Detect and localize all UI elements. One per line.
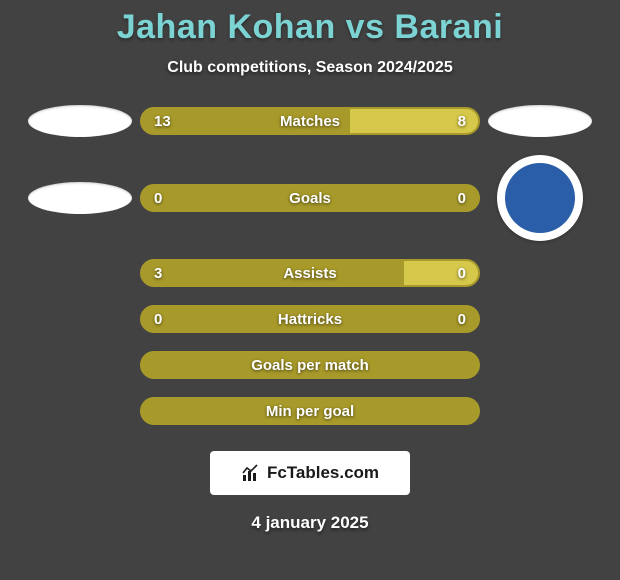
stat-row: 3Assists0 xyxy=(0,259,620,287)
bar-labels: Min per goal xyxy=(142,399,478,423)
stat-label: Assists xyxy=(142,265,478,282)
stat-right-value: 0 xyxy=(458,265,466,282)
chart-icon xyxy=(241,463,261,483)
stat-left-value: 13 xyxy=(154,113,171,130)
page-title: Jahan Kohan vs Barani xyxy=(117,8,504,47)
bar-labels: 0Hattricks0 xyxy=(142,307,478,331)
stat-left-value: 0 xyxy=(154,190,162,207)
stat-left-value: 0 xyxy=(154,311,162,328)
stat-bar: Min per goal xyxy=(140,397,480,425)
right-logo-slot xyxy=(480,105,600,137)
stat-bar: 13Matches8 xyxy=(140,107,480,135)
stat-right-value: 8 xyxy=(458,113,466,130)
stat-bar: 0Goals0 xyxy=(140,184,480,212)
stat-row: Min per goal xyxy=(0,397,620,425)
left-logo-slot xyxy=(20,182,140,214)
team-logo-placeholder xyxy=(488,105,592,137)
team-logo-placeholder xyxy=(28,105,132,137)
stat-right-value: 0 xyxy=(458,190,466,207)
stat-row: 13Matches8 xyxy=(0,105,620,137)
stat-label: Matches xyxy=(142,113,478,130)
date: 4 january 2025 xyxy=(251,513,368,533)
stat-bar: 3Assists0 xyxy=(140,259,480,287)
team-badge xyxy=(497,155,583,241)
team-logo-placeholder xyxy=(28,182,132,214)
left-logo-slot xyxy=(20,105,140,137)
stat-row: 0Goals0 xyxy=(0,155,620,241)
stat-bar: 0Hattricks0 xyxy=(140,305,480,333)
watermark: FcTables.com xyxy=(210,451,410,495)
bar-labels: 0Goals0 xyxy=(142,186,478,210)
bar-labels: Goals per match xyxy=(142,353,478,377)
comparison-infographic: Jahan Kohan vs Barani Club competitions,… xyxy=(0,0,620,580)
stats-chart: 13Matches80Goals03Assists00Hattricks0Goa… xyxy=(0,105,620,443)
team-badge-inner xyxy=(505,163,575,233)
subtitle: Club competitions, Season 2024/2025 xyxy=(167,59,452,77)
stat-left-value: 3 xyxy=(154,265,162,282)
stat-bar: Goals per match xyxy=(140,351,480,379)
stat-label: Min per goal xyxy=(142,403,478,420)
stat-label: Hattricks xyxy=(142,311,478,328)
bar-labels: 3Assists0 xyxy=(142,261,478,285)
stat-label: Goals xyxy=(142,190,478,207)
watermark-text: FcTables.com xyxy=(267,463,379,483)
stat-label: Goals per match xyxy=(142,357,478,374)
stat-right-value: 0 xyxy=(458,311,466,328)
stat-row: 0Hattricks0 xyxy=(0,305,620,333)
bar-labels: 13Matches8 xyxy=(142,109,478,133)
stat-row: Goals per match xyxy=(0,351,620,379)
right-logo-slot xyxy=(480,155,600,241)
